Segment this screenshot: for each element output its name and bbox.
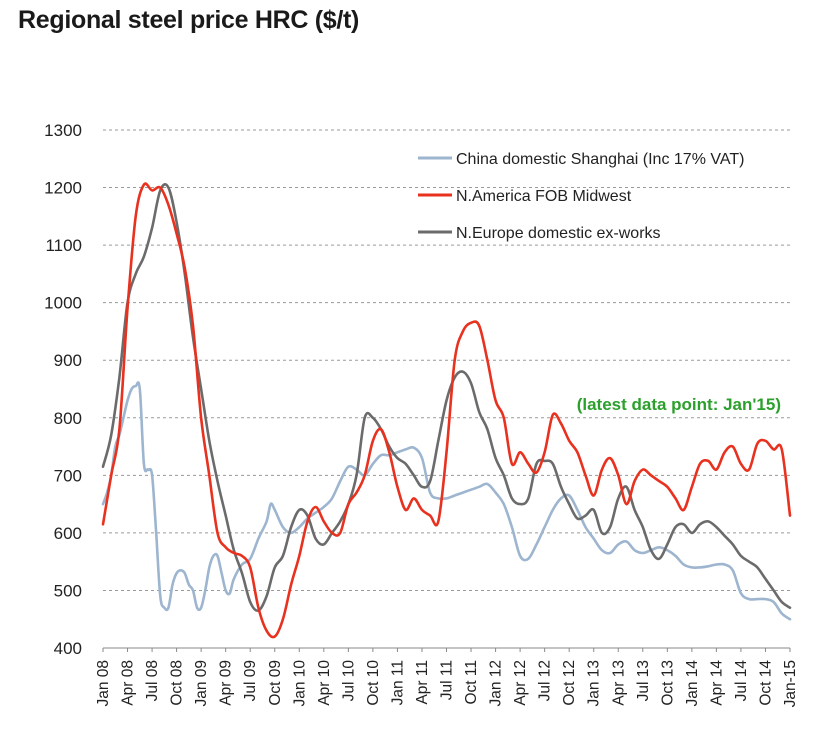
y-tick-label: 700 [54,466,82,485]
x-axis-ticks: Jan 08 Apr 08 Jul 08 Oct 08 Jan 09 Apr 09 Jul … [95,648,799,707]
y-tick-label: 1300 [44,121,82,140]
x-tick-label: Jan 13 [586,660,603,707]
x-tick-label: Jan 09 [193,660,210,707]
x-tick-label: Apr 11 [414,660,431,705]
x-tick-label: Jul 09 [242,660,259,701]
x-tick-label: Jul 14 [733,660,750,702]
x-tick-label: Jan 08 [95,660,112,707]
legend-label-n-europe-domestic-ex-works: N.Europe domestic ex-works [456,225,661,242]
y-tick-label: 1200 [44,179,82,198]
x-tick-label: Apr 14 [708,660,725,706]
x-tick-label: Oct 14 [757,660,774,706]
x-tick-label: Jan-15 [782,660,799,707]
legend-label-n-america-fob-midwest: N.America FOB Midwest [456,188,632,205]
y-tick-label: 600 [54,524,82,543]
series-line-n-europe-domestic-ex-works [101,183,792,613]
x-tick-label: Apr 09 [218,660,235,706]
x-tick-label: Apr 13 [610,660,627,706]
x-tick-label: Jul 11 [439,660,456,700]
x-tick-label: Apr 10 [316,660,333,706]
x-tick-label: Apr 12 [512,660,529,706]
grid-lines [103,129,790,591]
x-tick-label: Oct 13 [659,660,676,706]
y-tick-label: 400 [54,639,82,658]
x-tick-label: Oct 11 [463,660,480,705]
series-lines [101,182,792,639]
x-tick-label: Jul 10 [340,660,357,702]
y-tick-label: 900 [54,351,82,370]
series-line-n-america-fob-midwest [101,182,792,639]
legend-label-china-domestic-shanghai: China domestic Shanghai (Inc 17% VAT) [456,151,744,168]
x-tick-label: Jul 08 [144,660,161,701]
y-tick-label: 800 [54,409,82,428]
y-axis-ticks: 400 500 600 700 800 900 1000 1100 1200 1300 [44,121,82,658]
x-tick-label: Apr 08 [120,660,137,706]
x-tick-label: Jul 13 [635,660,652,701]
y-tick-label: 500 [54,581,82,600]
annotation-latest-data-point: (latest data point: Jan'15) [577,395,781,414]
x-tick-label: Jan 12 [488,660,505,707]
x-tick-label: Jan 10 [291,660,308,707]
x-tick-label: Jan 11 [389,660,406,705]
x-tick-label: Oct 09 [267,660,284,706]
y-tick-label: 1100 [45,236,82,255]
x-tick-label: Oct 12 [561,660,578,706]
x-tick-label: Jul 12 [537,660,554,701]
x-tick-label: Jan 14 [684,660,701,707]
x-tick-label: Oct 10 [365,660,382,706]
legend: China domestic Shanghai (Inc 17% VAT) N.A… [418,151,744,242]
x-tick-label: Oct 08 [169,660,186,706]
y-tick-label: 1000 [44,294,82,313]
chart-title: Regional steel price HRC ($/t) [18,6,360,34]
